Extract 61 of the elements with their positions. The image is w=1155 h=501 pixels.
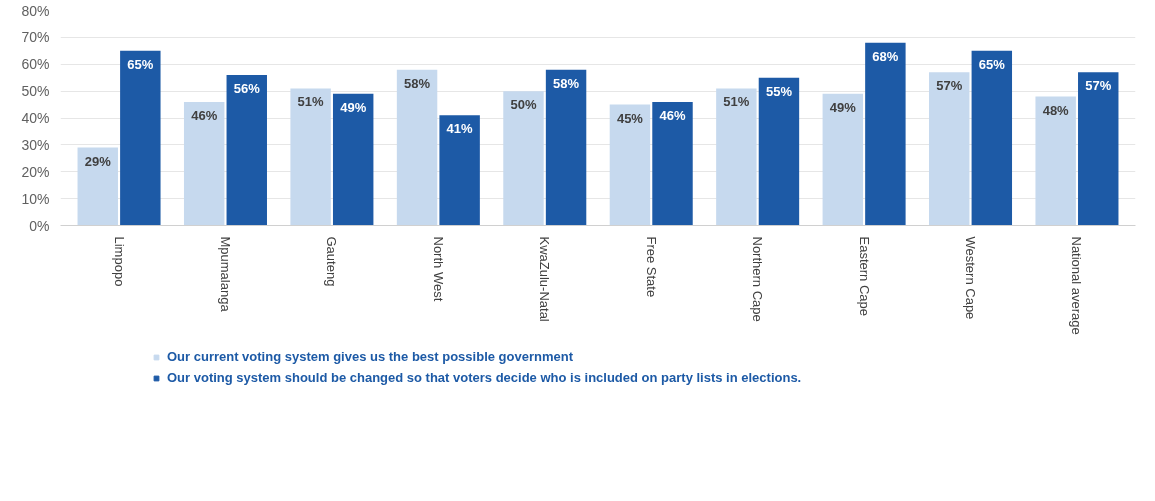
data-label: 51% bbox=[297, 94, 325, 110]
data-label: 29% bbox=[84, 153, 112, 169]
x-tick-label: KwaZulu-Natal bbox=[537, 236, 553, 322]
data-label: 55% bbox=[765, 83, 793, 99]
bar bbox=[758, 77, 800, 226]
x-tick-label: North West bbox=[430, 236, 446, 302]
legend-label: Our current voting system gives us the best possible government bbox=[167, 349, 573, 364]
data-label: 49% bbox=[340, 99, 367, 115]
y-tick-label: 30% bbox=[21, 136, 50, 153]
data-label: 57% bbox=[1085, 78, 1112, 94]
data-label: 65% bbox=[978, 56, 1006, 72]
bar bbox=[822, 93, 864, 226]
y-tick-label: 80% bbox=[21, 2, 50, 19]
data-label: 57% bbox=[936, 78, 963, 94]
data-label: 65% bbox=[127, 56, 154, 72]
x-tick-label: Free State bbox=[643, 236, 659, 298]
y-tick-label: 20% bbox=[21, 163, 50, 180]
x-tick-label: Northern Cape bbox=[750, 236, 766, 322]
bar bbox=[545, 69, 587, 226]
bar bbox=[652, 101, 693, 226]
data-label: 45% bbox=[616, 110, 644, 126]
x-tick-label: Eastern Cape bbox=[856, 236, 872, 316]
data-label: 49% bbox=[829, 99, 857, 115]
y-tick-label: 50% bbox=[21, 83, 50, 100]
bar bbox=[226, 75, 267, 226]
bar bbox=[609, 104, 651, 226]
bar bbox=[77, 147, 118, 226]
y-tick-label: 10% bbox=[21, 190, 50, 207]
y-tick-label: 0% bbox=[29, 217, 50, 234]
bar bbox=[290, 88, 331, 226]
data-label: 46% bbox=[191, 107, 218, 123]
bar bbox=[183, 101, 225, 226]
x-tick-label: National average bbox=[1069, 236, 1085, 335]
data-label: 56% bbox=[233, 81, 261, 96]
data-label: 68% bbox=[872, 48, 899, 64]
data-label: 48% bbox=[1042, 102, 1070, 118]
bar bbox=[439, 115, 480, 226]
data-label: 41% bbox=[446, 121, 474, 137]
data-label: 51% bbox=[723, 94, 750, 110]
bar bbox=[865, 42, 906, 226]
bar bbox=[120, 50, 161, 226]
data-label: 58% bbox=[404, 75, 431, 91]
bar bbox=[1078, 72, 1119, 226]
y-tick-label: 70% bbox=[21, 29, 50, 46]
data-label: 58% bbox=[553, 75, 580, 91]
y-tick-label: 40% bbox=[21, 110, 50, 126]
x-tick-label: Limpopo bbox=[111, 236, 127, 287]
bar bbox=[1035, 96, 1076, 226]
bar bbox=[332, 93, 374, 226]
x-tick-label: Gauteng bbox=[324, 236, 340, 287]
data-label: 50% bbox=[510, 97, 537, 113]
y-tick-label: 60% bbox=[21, 56, 50, 73]
bar bbox=[716, 88, 757, 226]
bar bbox=[971, 50, 1013, 226]
bar bbox=[396, 69, 438, 226]
bar bbox=[929, 72, 970, 226]
x-tick-label: Mpumalanga bbox=[217, 236, 233, 313]
legend-label: Our voting system should be changed so that voters decide who is included on party lists in elections. bbox=[167, 370, 802, 385]
data-label: 46% bbox=[659, 107, 686, 123]
bar bbox=[503, 91, 544, 226]
x-tick-label: Western Cape bbox=[963, 236, 979, 320]
